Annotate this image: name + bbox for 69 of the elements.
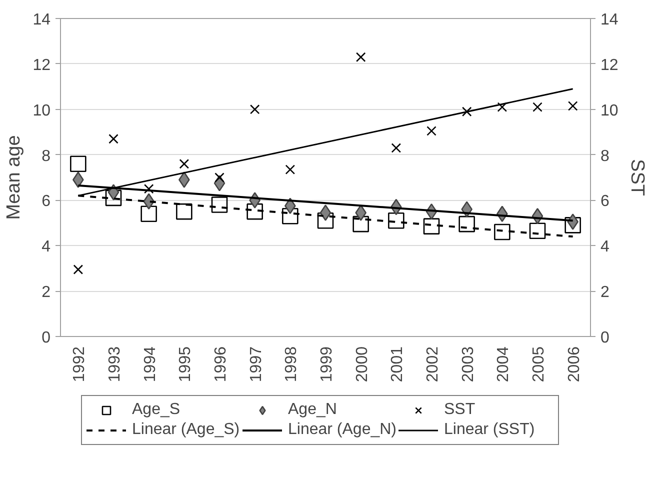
legend-label: Linear (Age_N)	[288, 420, 398, 440]
y-tick-label: 4	[42, 238, 51, 256]
y2-tick-label: 4	[600, 238, 610, 256]
y2-tick-label: 10	[600, 102, 618, 120]
point	[426, 126, 436, 136]
x-tick-label: 2000	[354, 346, 371, 382]
y-tick-label: 0	[42, 330, 51, 346]
x-tick-label: 2002	[424, 346, 442, 382]
x-tick-label: 2004	[495, 346, 512, 382]
point	[568, 101, 578, 111]
y-tick-label: 6	[42, 193, 51, 210]
legend-label: Linear (Age_S)	[132, 420, 241, 440]
x-tick-label: 2001	[389, 346, 406, 382]
point	[494, 224, 510, 240]
y-tick-label: 12	[32, 56, 51, 74]
point	[317, 212, 334, 229]
y-tick-label: 14	[32, 12, 51, 28]
point	[458, 216, 475, 232]
x-tick-label: 1999	[318, 346, 336, 382]
point	[497, 102, 508, 112]
x-tick-label: 1995	[177, 346, 194, 382]
point	[529, 222, 546, 240]
y-axis-title: Mean age	[4, 135, 25, 220]
y2-axis-title: SST	[626, 159, 648, 196]
y-tick-label: 10	[32, 102, 51, 120]
point	[285, 164, 296, 174]
x-tick-label: 2006	[566, 346, 583, 382]
point	[211, 196, 228, 213]
point	[462, 106, 472, 117]
x-tick-label: 1997	[248, 346, 265, 382]
x-tick-label: 1998	[283, 346, 300, 382]
point	[70, 156, 86, 172]
legend-label: SST	[444, 400, 476, 420]
point	[564, 217, 581, 234]
point	[250, 104, 260, 114]
x-tick-label: 2003	[460, 346, 477, 382]
point	[282, 208, 298, 224]
y2-tick-label: 12	[600, 56, 618, 74]
x-tick-label: 1996	[212, 346, 230, 382]
point	[423, 218, 440, 234]
point	[320, 204, 332, 221]
point	[532, 102, 542, 112]
x-tick-label: 1993	[106, 346, 124, 382]
point	[356, 52, 366, 62]
point	[144, 184, 154, 194]
y2-tick-label: 8	[600, 148, 610, 165]
legend-label: Linear (SST)	[444, 420, 536, 440]
point	[176, 203, 192, 220]
y2-tick-label: 2	[600, 284, 610, 302]
point	[214, 172, 224, 182]
legend-label: Age_S	[132, 400, 182, 420]
point	[105, 190, 122, 206]
y-tick-label: 2	[42, 284, 51, 302]
x-tick-label: 1992	[71, 346, 88, 382]
point	[391, 143, 402, 153]
point	[73, 264, 84, 274]
y2-tick-label: 6	[600, 193, 610, 210]
point	[352, 216, 369, 232]
point	[140, 206, 157, 222]
point	[179, 158, 190, 169]
x-tick-label: 1994	[142, 346, 159, 382]
point	[246, 203, 263, 220]
x-tick-label: 2005	[530, 346, 548, 382]
point	[388, 212, 404, 229]
y2-tick-label: 14	[600, 12, 618, 28]
point	[108, 134, 118, 144]
y-tick-label: 8	[42, 148, 51, 165]
legend-label: Age_N	[288, 400, 338, 420]
y2-tick-label: 0	[600, 330, 610, 346]
